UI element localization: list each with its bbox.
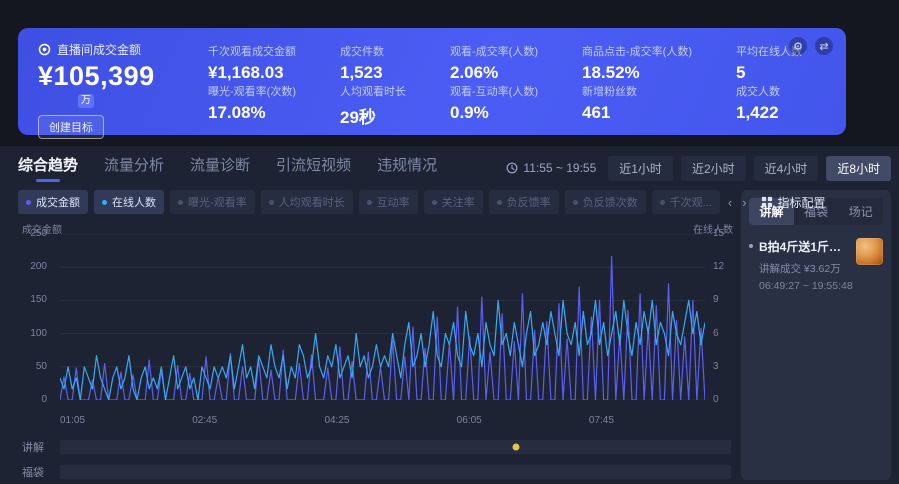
metric-col: 平均在线人数 5 成交人数 1,422 bbox=[736, 41, 802, 125]
chart-plot[interactable] bbox=[60, 234, 705, 400]
section-tabs: 综合趋势 流量分析 流量诊断 引流短视频 违规情况 bbox=[18, 154, 437, 182]
gmv-amount: ¥105,399 bbox=[38, 61, 155, 91]
product-thumbnail bbox=[856, 238, 883, 265]
chip-interaction-rate[interactable]: 互动率 bbox=[358, 190, 418, 214]
chip-follow-rate[interactable]: 关注率 bbox=[423, 190, 483, 214]
hero-title: 直播间成交金额 bbox=[57, 43, 142, 57]
metric-cell: 千次观看成交金额 ¥1,168.03 bbox=[208, 46, 296, 82]
left-axis-title: 成交金额 bbox=[22, 225, 62, 236]
metric-cell: 成交人数 1,422 bbox=[736, 86, 780, 122]
gear-icon[interactable]: ⚙ bbox=[789, 37, 807, 55]
series-dot-icon bbox=[178, 199, 183, 205]
chip-exposure-view-rate[interactable]: 曝光-观看率 bbox=[170, 190, 255, 214]
range-button-2h[interactable]: 近2小时 bbox=[680, 155, 746, 181]
series-dot-icon bbox=[26, 199, 31, 205]
side-tab-log[interactable]: 场记 bbox=[848, 205, 873, 219]
range-button-4h[interactable]: 近4小时 bbox=[753, 155, 819, 181]
lucky-bag-track-row: 福袋 bbox=[18, 464, 733, 480]
tab-traffic-analysis[interactable]: 流量分析 bbox=[104, 157, 165, 174]
metric-cell: 商品点击-成交率(人数) 18.52% bbox=[582, 46, 692, 82]
explain-item[interactable]: B拍4斤送1斤共35-4... 讲解成交 ¥3.62万 06:49:27 ~ 1… bbox=[749, 238, 883, 292]
tab-short-video[interactable]: 引流短视频 bbox=[276, 157, 352, 174]
metric-cell: 观看-互动率(人数) 0.9% bbox=[450, 86, 538, 122]
time-range: 11:55 ~ 19:55 bbox=[506, 161, 596, 175]
explain-track[interactable] bbox=[60, 440, 731, 454]
series-dot-icon bbox=[659, 199, 665, 205]
trend-chart-panel: 成交金额 在线人数 曝光-观看率 人均观看时长 互动率 关注率 负反馈率 负反馈… bbox=[18, 190, 826, 480]
metric-cell: 曝光-观看率(次数) 17.08% bbox=[208, 86, 296, 122]
metric-cell: 成交件数 1,523 bbox=[340, 46, 384, 82]
grid-icon bbox=[761, 196, 773, 208]
explain-time-range: 06:49:27 ~ 19:55:48 bbox=[759, 280, 853, 292]
side-panel-tabs: 讲解 福袋 场记 bbox=[749, 198, 883, 225]
metric-cell: 新增粉丝数 461 bbox=[582, 86, 637, 122]
summary-card: 直播间成交金额 ¥105,399 万 创建目标 千次观看成交金额 ¥1,168.0… bbox=[18, 28, 846, 139]
item-bullet-icon bbox=[749, 244, 753, 248]
explain-deal-amount: 讲解成交 ¥3.62万 bbox=[759, 263, 841, 275]
metric-col: 千次观看成交金额 ¥1,168.03 曝光-观看率(次数) 17.08% bbox=[208, 41, 296, 125]
series-dot-icon bbox=[366, 199, 372, 205]
series-dot-icon bbox=[431, 199, 437, 205]
chip-negative-feedback-rate[interactable]: 负反馈率 bbox=[488, 190, 559, 214]
metric-cell: 人均观看时长 29秒 bbox=[340, 86, 406, 127]
chip-gmv[interactable]: 成交金额 bbox=[18, 190, 88, 214]
side-tab-explain[interactable]: 讲解 bbox=[749, 198, 794, 225]
metric-col: 观看-成交率(人数) 2.06% 观看-互动率(人数) 0.9% bbox=[450, 41, 538, 125]
explain-side-panel: 讲解 福袋 场记 B拍4斤送1斤共35-4... 讲解成交 ¥3.62万 06:… bbox=[741, 190, 891, 480]
x-axis-labels: 01:05 02:45 04:25 06:05 07:45 bbox=[60, 415, 614, 426]
metric-cell: 平均在线人数 5 bbox=[736, 46, 802, 82]
lucky-bag-track[interactable] bbox=[60, 465, 731, 479]
explain-marker[interactable] bbox=[512, 443, 520, 451]
swap-icon[interactable]: ⇄ bbox=[815, 37, 833, 55]
time-range-text: 11:55 ~ 19:55 bbox=[523, 161, 597, 175]
metric-columns: 千次观看成交金额 ¥1,168.03 曝光-观看率(次数) 17.08% 成交件数 1… bbox=[208, 41, 828, 127]
tab-violations[interactable]: 违规情况 bbox=[377, 157, 438, 174]
metric-col: 商品点击-成交率(人数) 18.52% 新增粉丝数 461 bbox=[582, 41, 692, 125]
series-dot-icon bbox=[268, 199, 274, 205]
metric-col: 成交件数 1,523 人均观看时长 29秒 bbox=[340, 41, 406, 127]
event-tracks: 讲解 福袋 bbox=[18, 439, 733, 480]
create-goal-button[interactable]: 创建目标 bbox=[38, 115, 104, 139]
chips-prev-icon[interactable]: ‹ bbox=[727, 194, 733, 210]
lucky-bag-track-label: 福袋 bbox=[22, 467, 44, 479]
metric-cell: 观看-成交率(人数) 2.06% bbox=[450, 46, 538, 82]
left-axis-ticks: 250 200 150 100 50 0 bbox=[30, 228, 47, 405]
trend-section: 综合趋势 流量分析 流量诊断 引流短视频 违规情况 11:55 ~ 19:55 … bbox=[0, 146, 899, 484]
target-icon bbox=[38, 43, 51, 56]
unit-badge: 万 bbox=[78, 94, 94, 108]
chip-avg-watch-time[interactable]: 人均观看时长 bbox=[260, 190, 353, 214]
clock-icon bbox=[506, 162, 518, 174]
gmv-block: 直播间成交金额 ¥105,399 万 创建目标 bbox=[38, 41, 208, 139]
explain-track-row: 讲解 bbox=[18, 439, 733, 455]
metric-config-button[interactable]: 指标配置 bbox=[761, 194, 826, 211]
metric-chips-row: 成交金额 在线人数 曝光-观看率 人均观看时长 互动率 关注率 负反馈率 负反馈… bbox=[18, 190, 826, 214]
tab-traffic-diagnosis[interactable]: 流量诊断 bbox=[190, 157, 251, 174]
chip-per-thousand-views[interactable]: 千次观... bbox=[651, 190, 720, 214]
series-dot-icon bbox=[102, 199, 107, 205]
range-button-1h[interactable]: 近1小时 bbox=[608, 155, 673, 181]
trend-chart bbox=[60, 234, 705, 400]
tab-overall-trend[interactable]: 综合趋势 bbox=[18, 154, 78, 182]
series-dot-icon bbox=[496, 199, 502, 205]
range-button-8h[interactable]: 近8小时 bbox=[826, 155, 891, 181]
chips-next-icon[interactable]: › bbox=[742, 194, 747, 210]
series-dot-icon bbox=[572, 199, 578, 205]
side-tab-lucky-bag[interactable]: 福袋 bbox=[804, 205, 829, 219]
right-axis-title: 在线人数 bbox=[693, 225, 733, 236]
product-title: B拍4斤送1斤共35-4... bbox=[759, 240, 850, 254]
chip-online-users[interactable]: 在线人数 bbox=[94, 190, 164, 214]
chip-negative-feedback-count[interactable]: 负反馈次数 bbox=[564, 190, 646, 214]
explain-track-label: 讲解 bbox=[22, 442, 44, 454]
